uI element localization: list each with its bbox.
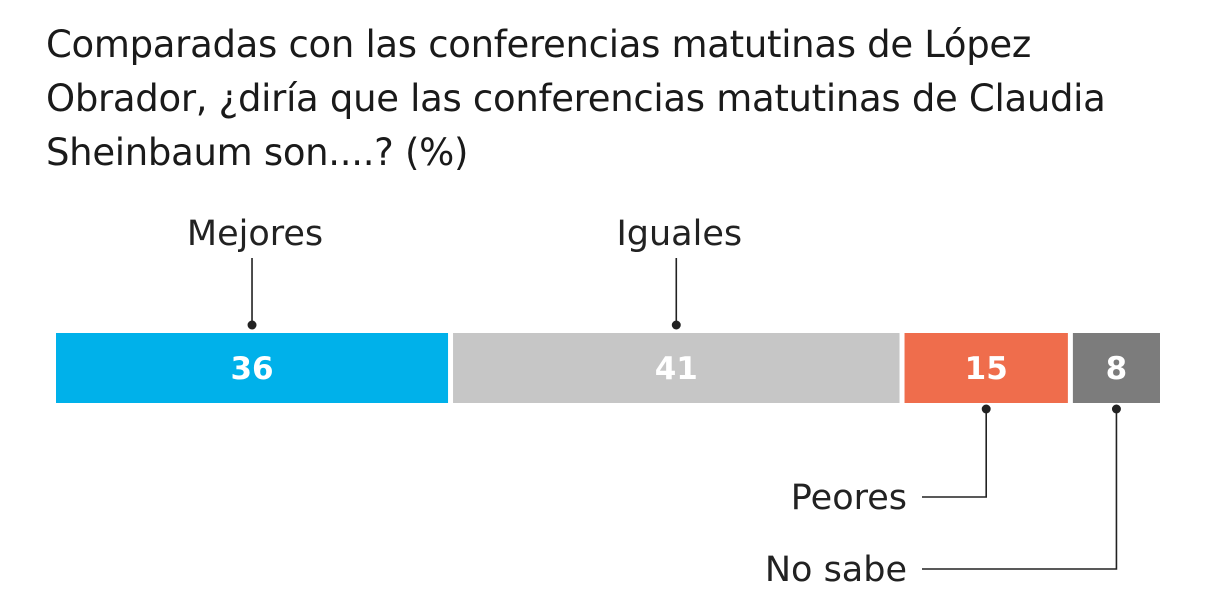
leader-line-no-sabe bbox=[922, 409, 1118, 570]
bar-peores bbox=[904, 333, 1068, 403]
label-connectors bbox=[247, 258, 1121, 570]
leader-dot-iguales bbox=[671, 320, 681, 330]
category-label-no-sabe: No sabe bbox=[765, 550, 907, 590]
value-label-peores: 15 bbox=[965, 351, 1008, 387]
category-labels: 36 Mejores 41 Iguales 15 Peores 8 No sabe bbox=[187, 214, 1127, 590]
category-label-peores: Peores bbox=[791, 478, 907, 518]
value-label-no-sabe: 8 bbox=[1106, 351, 1128, 387]
value-label-mejores: 36 bbox=[230, 351, 273, 387]
bar-no-sabe bbox=[1072, 333, 1160, 403]
category-label-mejores: Mejores bbox=[187, 214, 323, 254]
bar-mejores bbox=[56, 333, 449, 403]
leader-line-peores bbox=[922, 409, 988, 498]
bar-iguales bbox=[453, 333, 900, 403]
bar-segments bbox=[56, 333, 1160, 403]
leader-dot-mejores bbox=[247, 320, 257, 330]
chart-title: Comparadas con las conferencias matutina… bbox=[46, 23, 1106, 174]
value-label-iguales: 41 bbox=[655, 351, 698, 387]
category-label-iguales: Iguales bbox=[616, 214, 742, 254]
